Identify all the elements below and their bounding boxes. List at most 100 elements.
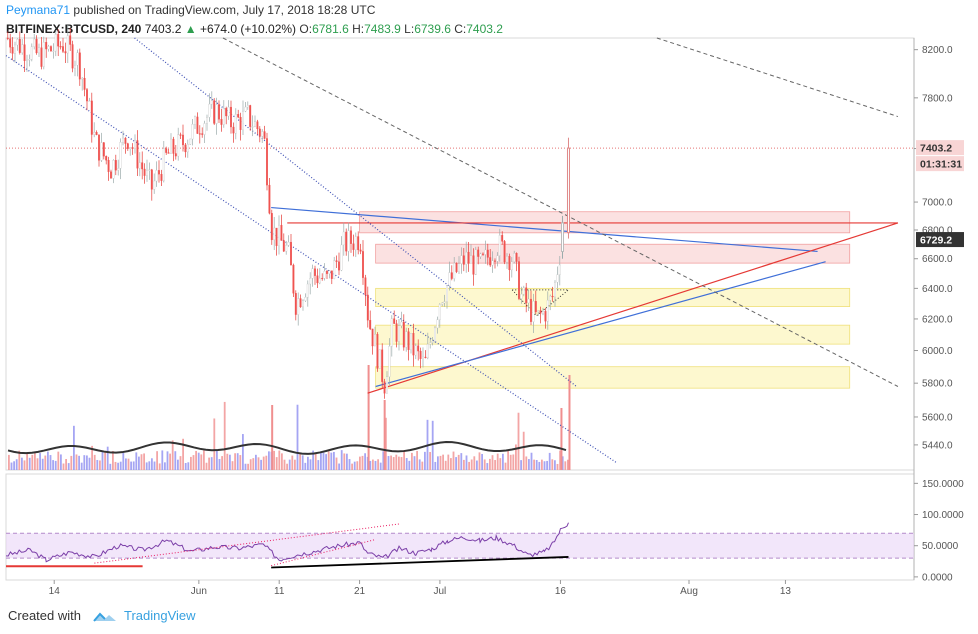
volume-bar — [476, 460, 478, 470]
volume-bar — [307, 456, 309, 470]
volume-bar — [184, 463, 187, 470]
rsi-pink-dotted-line — [94, 523, 400, 564]
candle-down — [220, 119, 223, 125]
candle-up — [560, 222, 564, 252]
publish-info: Peymana71 published on TradingView.com, … — [6, 3, 375, 17]
candle-down — [40, 47, 43, 67]
candle-up — [246, 105, 249, 108]
candle-up — [227, 106, 230, 117]
candle-down — [184, 144, 187, 153]
rsi-tick-label: 150.0000 — [922, 479, 964, 490]
volume-bar — [255, 454, 257, 470]
candle-up — [222, 108, 225, 125]
candle-up — [546, 300, 549, 322]
candle-down — [501, 235, 504, 242]
candle-up — [134, 140, 136, 149]
volume-bar-spike — [568, 375, 571, 470]
volume-bar — [405, 458, 408, 470]
candle-down — [503, 241, 506, 263]
candle-down — [258, 128, 261, 137]
candle-down — [78, 52, 81, 80]
volume-bar — [483, 459, 486, 470]
volume-bar — [75, 454, 78, 470]
candle-down — [174, 153, 177, 157]
candle-down — [172, 138, 175, 154]
rsi-tick-label: 0.0000 — [922, 572, 953, 583]
candle-down — [534, 301, 537, 313]
volume-bar — [546, 460, 548, 470]
candle-up — [278, 224, 280, 246]
candle-up — [81, 77, 84, 80]
candle-down — [280, 224, 283, 241]
candle-down — [59, 46, 62, 48]
candle-up — [441, 302, 444, 305]
volume-bar — [182, 438, 184, 470]
candle-down — [314, 268, 316, 276]
candle-up — [549, 295, 552, 301]
candle-up — [194, 116, 196, 125]
candle-up — [203, 123, 206, 135]
rsi-pane — [5, 473, 915, 581]
close-value: 7403.2 — [466, 22, 503, 36]
volume-bar — [283, 459, 286, 470]
author-link[interactable]: Peymana71 — [6, 3, 71, 17]
candle-up — [16, 39, 19, 46]
candle-down — [150, 169, 153, 190]
candle-down — [371, 328, 374, 347]
candle-up — [52, 50, 55, 52]
candle-up — [66, 35, 69, 54]
volume-bar — [36, 458, 39, 470]
volume-bar — [335, 457, 338, 470]
volume-bar — [117, 462, 119, 470]
candle-up — [117, 168, 120, 171]
candle-down — [455, 263, 458, 272]
candle-up — [566, 147, 570, 234]
candle-down — [292, 264, 295, 294]
candle-up — [38, 47, 40, 54]
candle-up — [189, 138, 192, 145]
volume-bar — [164, 462, 166, 470]
volume-bar — [468, 461, 470, 470]
candle-up — [398, 325, 400, 342]
candle-up — [537, 310, 540, 313]
candle-down — [419, 350, 422, 359]
volume-bar — [86, 455, 88, 470]
volume-bar — [99, 460, 101, 470]
candle-down — [321, 277, 324, 280]
tradingview-brand-link[interactable]: TradingView — [124, 608, 196, 623]
volume-bar — [301, 455, 304, 470]
volume-bar — [112, 450, 114, 470]
candle-down — [359, 249, 362, 252]
volume-moving-average — [7, 441, 567, 455]
candle-down — [136, 140, 139, 169]
volume-bar — [416, 450, 418, 470]
candle-down — [482, 253, 484, 255]
volume-bar — [320, 452, 322, 470]
candle-up — [513, 253, 516, 262]
candle-up — [14, 44, 16, 54]
volume-bar — [177, 459, 179, 470]
volume-bar — [369, 460, 372, 470]
zone-yellow — [375, 324, 851, 345]
candle-up — [242, 110, 244, 130]
volume-bar — [10, 462, 13, 470]
candle-up — [429, 342, 432, 345]
candle-up — [474, 249, 477, 275]
volume-bar — [18, 450, 21, 470]
volume-bar — [119, 461, 122, 470]
volume-bar — [400, 457, 403, 470]
candle-down — [256, 121, 259, 130]
candle-down — [539, 310, 542, 314]
candle-down — [376, 334, 379, 369]
volume-bar — [317, 460, 320, 470]
candle-up — [443, 301, 446, 304]
candle-down — [270, 213, 273, 241]
volume-bar — [26, 453, 28, 470]
candle-down — [551, 295, 554, 298]
candle-up — [148, 169, 151, 171]
candle-down — [424, 356, 427, 359]
volume-bar — [145, 462, 148, 470]
candle-up — [510, 261, 513, 271]
candle-down — [282, 240, 285, 252]
